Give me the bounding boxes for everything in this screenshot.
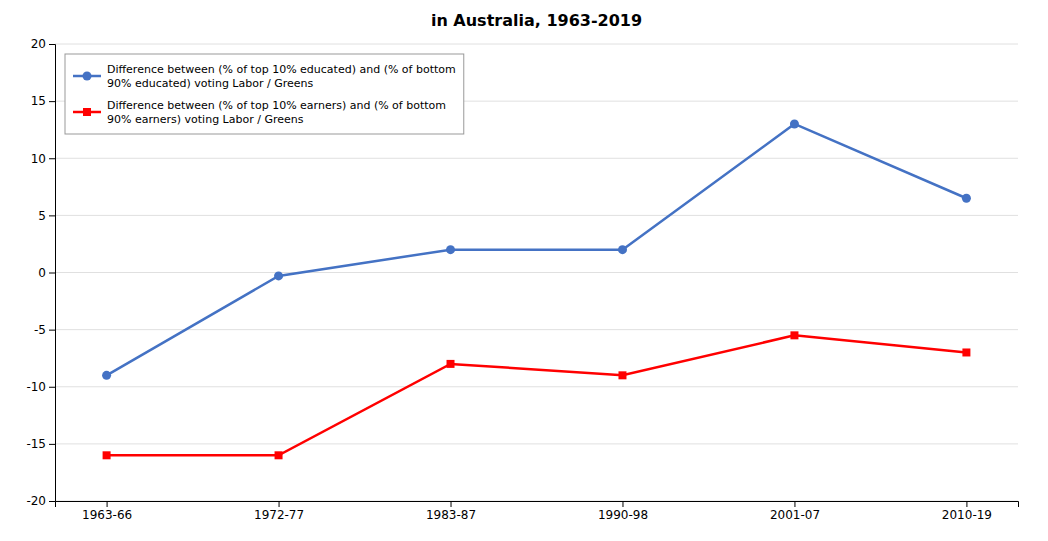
tick-label: -20	[26, 494, 46, 508]
tick: 1963-66	[82, 501, 132, 522]
tick-mark	[622, 501, 623, 507]
marker	[790, 331, 798, 339]
tick: 1972-77	[254, 501, 304, 522]
tick: -15	[26, 437, 55, 451]
tick-mark	[49, 273, 55, 274]
tick: 5	[38, 209, 55, 223]
grid-line	[55, 329, 1018, 330]
tick: -20	[26, 494, 55, 508]
title: in Australia, 1963-2019	[431, 11, 642, 30]
marker	[618, 371, 626, 379]
tick-label: 2010-19	[942, 508, 992, 522]
tick-label: 1983-87	[426, 508, 476, 522]
tick: 10	[31, 152, 55, 166]
grid-line	[55, 44, 1018, 45]
tick-mark	[49, 330, 55, 331]
tick: 15	[31, 94, 55, 108]
tick-label: 5	[38, 209, 46, 223]
tick-label: 0	[38, 266, 46, 280]
tick: 1983-87	[426, 501, 476, 522]
tick-label: 10	[31, 152, 46, 166]
marker	[275, 451, 283, 459]
axis-line	[56, 502, 1019, 508]
y-axis: 20 15 10 5 0 -5 -10 -15 -20	[26, 37, 55, 508]
legend-symbol	[82, 71, 91, 80]
tick: -5	[34, 323, 55, 337]
series-line	[107, 124, 967, 375]
legend-symbol	[83, 108, 91, 116]
tick: 0	[38, 266, 55, 280]
tick: 1990-98	[598, 501, 648, 522]
marker	[103, 451, 111, 459]
marks	[102, 119, 971, 459]
legend: Difference between (% of top 10% educate…	[65, 54, 464, 134]
tick: 2010-19	[942, 501, 992, 522]
tick-mark	[49, 158, 55, 159]
x-axis: 1963-66 1972-77 1983-87 1990-98 2001-07 2010-…	[56, 501, 1019, 522]
tick-label: -10	[26, 380, 46, 394]
series-line	[107, 335, 967, 455]
tick-mark	[966, 501, 967, 507]
plot: 20 15 10 5 0 -5 -10 -15 -20 1963-66 1972-77 1983-87…	[26, 37, 1018, 521]
tick-mark	[49, 501, 55, 502]
grid-line	[55, 272, 1018, 273]
marker	[274, 271, 283, 280]
tick: 2001-07	[770, 501, 820, 522]
tick-mark	[49, 444, 55, 445]
marker	[962, 348, 970, 356]
tick-mark	[451, 501, 452, 507]
axis-line	[49, 45, 56, 502]
marker	[446, 245, 455, 254]
tick-mark	[107, 501, 108, 507]
tick-mark	[49, 44, 55, 45]
tick-label: -15	[26, 437, 46, 451]
legend-label: Difference between (% of top 10% educate…	[107, 63, 456, 90]
tick-mark	[794, 501, 795, 507]
chart: 20 15 10 5 0 -5 -10 -15 -20 1963-66 1972-77 1983-87…	[0, 0, 1048, 541]
tick-label: 2001-07	[770, 508, 820, 522]
tick-label: 20	[31, 37, 46, 51]
tick-label: 1972-77	[254, 508, 304, 522]
tick: 20	[31, 37, 55, 51]
grid-line	[55, 215, 1018, 216]
tick-mark	[49, 387, 55, 388]
legend-label: Difference between (% of top 10% earners…	[107, 99, 446, 126]
grid	[55, 44, 1018, 501]
marker	[447, 360, 455, 368]
tick-label: 1963-66	[82, 508, 132, 522]
tick-label: -5	[34, 323, 46, 337]
grid-line	[55, 443, 1018, 444]
legend-entry: Difference between (% of top 10% earners…	[73, 99, 446, 126]
tick-mark	[279, 501, 280, 507]
tick-label: 15	[31, 94, 46, 108]
marker	[962, 194, 971, 203]
tick-mark	[49, 215, 55, 216]
tick-mark	[49, 101, 55, 102]
tick: -10	[26, 380, 55, 394]
marker	[102, 371, 111, 380]
tick-label: 1990-98	[598, 508, 648, 522]
legend-entry: Difference between (% of top 10% educate…	[73, 63, 456, 90]
legend-frame	[65, 54, 464, 134]
grid-line	[55, 386, 1018, 387]
marker	[790, 119, 799, 128]
marker	[618, 245, 627, 254]
